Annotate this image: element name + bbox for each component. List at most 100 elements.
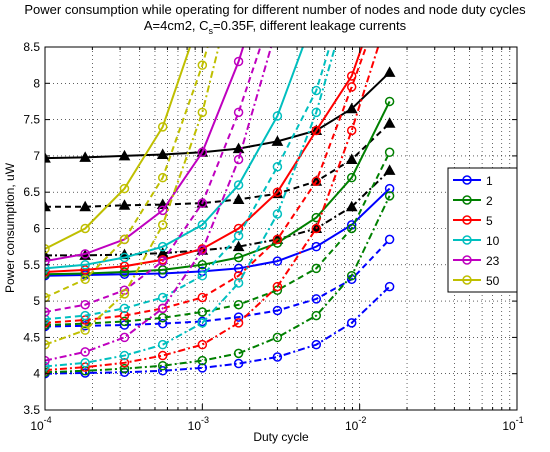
y-tick-label: 8 xyxy=(33,76,40,90)
plot-area xyxy=(45,47,396,379)
series-line xyxy=(45,47,262,313)
circle-marker xyxy=(157,256,168,266)
circle-marker xyxy=(233,56,244,67)
y-tick-label: 7 xyxy=(33,149,40,163)
circle-marker xyxy=(233,231,244,241)
circle-marker xyxy=(80,299,90,310)
series-line xyxy=(45,47,337,368)
series-line xyxy=(45,285,391,375)
x-tick-base: 10 xyxy=(30,419,44,433)
triangle-marker xyxy=(345,200,358,212)
circle-marker xyxy=(80,223,90,234)
subtitle-subscript: s xyxy=(209,26,214,36)
triangle-marker xyxy=(156,148,169,159)
circle-marker xyxy=(157,318,168,329)
circle-marker xyxy=(157,122,168,132)
circle-marker xyxy=(384,147,395,158)
circle-marker xyxy=(119,350,130,361)
y-tick-label: 7.5 xyxy=(23,113,40,127)
series-line xyxy=(45,187,391,277)
circle-marker xyxy=(311,125,322,136)
series-line xyxy=(45,169,391,257)
legend-label: 2 xyxy=(486,194,493,208)
series-line xyxy=(45,47,192,250)
circle-marker xyxy=(45,267,50,277)
circle-marker xyxy=(311,263,322,274)
circle-marker xyxy=(157,366,168,376)
circle-marker xyxy=(119,267,130,277)
circle-marker xyxy=(346,318,357,328)
circle-marker xyxy=(80,325,90,335)
y-axis-label: Power consumption, uW xyxy=(3,162,17,293)
triangle-marker xyxy=(271,135,284,146)
x-tick-exponent: -1 xyxy=(516,415,524,425)
circle-marker xyxy=(197,292,208,303)
x-tick-label: 10-4 xyxy=(30,415,51,433)
chart-title: Power consumption while operating for di… xyxy=(24,2,526,17)
circle-marker xyxy=(233,107,244,118)
triangle-marker xyxy=(45,152,51,163)
x-tick-label: 10-2 xyxy=(345,415,366,433)
circle-marker xyxy=(45,256,50,266)
series-line xyxy=(45,47,368,324)
circle-marker xyxy=(197,355,208,366)
legend-label: 5 xyxy=(486,214,493,228)
legend-label: 1 xyxy=(486,174,493,188)
circle-marker xyxy=(233,278,244,288)
x-tick-label: 10-1 xyxy=(502,415,523,433)
triangle-marker xyxy=(383,164,396,175)
circle-marker xyxy=(311,339,322,350)
triangle-marker xyxy=(345,153,358,165)
circle-marker xyxy=(119,234,130,245)
circle-marker xyxy=(197,260,208,270)
circle-marker xyxy=(272,352,283,362)
circle-marker xyxy=(462,175,472,185)
triangle-marker xyxy=(383,117,396,128)
circle-marker xyxy=(233,180,244,190)
circle-marker xyxy=(45,318,50,328)
circle-marker xyxy=(157,241,168,252)
series-line xyxy=(45,238,391,328)
circle-marker xyxy=(272,111,283,121)
circle-marker xyxy=(272,256,283,266)
circle-marker xyxy=(233,318,244,328)
circle-marker xyxy=(462,275,472,285)
circle-marker xyxy=(346,125,357,136)
circle-marker xyxy=(197,60,208,70)
circle-marker xyxy=(45,339,50,350)
circle-marker xyxy=(233,252,244,263)
series-line xyxy=(45,47,380,372)
legend-label: 23 xyxy=(486,254,500,268)
circle-marker xyxy=(462,255,472,265)
y-tick-label: 4.5 xyxy=(23,330,40,344)
circle-marker xyxy=(119,363,130,374)
y-tick-label: 5 xyxy=(33,294,40,308)
circle-marker xyxy=(119,320,130,330)
chart-subtitle: A=4cm2, Cs=0.35F, different leakage curr… xyxy=(144,18,407,36)
circle-marker xyxy=(80,265,90,275)
circle-marker xyxy=(80,260,90,270)
circle-marker xyxy=(272,332,283,343)
x-tick-base: 10 xyxy=(188,419,202,433)
circle-marker xyxy=(272,209,283,219)
circle-marker xyxy=(80,347,90,357)
x-tick-base: 10 xyxy=(345,419,359,433)
circle-marker xyxy=(346,82,357,92)
circle-marker xyxy=(157,292,168,303)
circle-marker xyxy=(384,96,395,107)
circle-marker xyxy=(119,332,130,343)
series-line xyxy=(45,47,273,362)
circle-marker xyxy=(45,365,50,375)
circle-marker xyxy=(311,85,322,96)
triangle-marker xyxy=(345,102,358,114)
series-line xyxy=(45,47,220,346)
circle-marker xyxy=(157,360,168,371)
series-line xyxy=(45,47,331,321)
circle-marker xyxy=(197,107,208,118)
circle-marker xyxy=(80,274,90,285)
legend-box xyxy=(447,167,518,293)
y-tick-label: 5.5 xyxy=(23,258,40,272)
triangle-marker xyxy=(383,66,396,77)
triangle-marker xyxy=(79,151,92,162)
